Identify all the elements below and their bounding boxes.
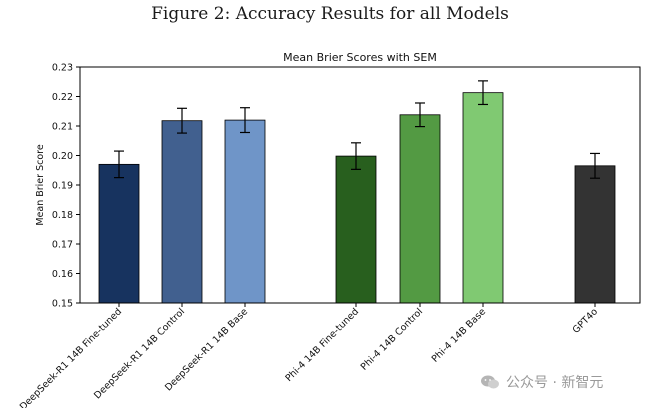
y-tick-label: 0.19: [52, 181, 73, 192]
watermark-text: 公众号 · 新智元: [506, 375, 604, 391]
y-tick-label: 0.18: [52, 210, 73, 221]
y-ticks-layer: 0.15 0.16 0.17 0.18 0.19 0.20 0.21 0.22 0.23: [52, 63, 80, 310]
plot-frame: [79, 66, 641, 304]
y-tick-label: 0.21: [52, 122, 73, 133]
bar: [574, 165, 616, 304]
bar: [224, 119, 266, 304]
chart-title: Mean Brier Scores with SEM: [283, 51, 437, 64]
bar: [98, 163, 140, 304]
watermark: 公众号 · 新智元: [480, 372, 650, 392]
x-tick-label: GPT4o: [571, 306, 601, 336]
bar: [161, 120, 203, 304]
y-tick-label: 0.20: [52, 151, 73, 162]
bars-layer: [98, 92, 616, 304]
bar: [335, 155, 377, 304]
y-tick-label: 0.23: [52, 63, 73, 74]
figure-caption: Figure 2: Accuracy Results for all Model…: [151, 4, 509, 24]
wechat-icon: [481, 375, 499, 389]
bar: [462, 92, 504, 304]
error-bars-layer: [114, 80, 600, 179]
x-tick-label: Phi-4 14B Control: [359, 306, 425, 372]
y-tick-label: 0.22: [52, 92, 73, 103]
y-tick-label: 0.17: [52, 240, 73, 251]
y-tick-label: 0.16: [52, 269, 73, 280]
y-tick-label: 0.15: [52, 299, 73, 310]
bar: [399, 114, 441, 304]
x-tick-label: Phi-4 14B Fine-tuned: [283, 306, 361, 384]
y-axis-label: Mean Brier Score: [35, 144, 46, 225]
x-tick-label: Phi-4 14B Base: [430, 306, 489, 365]
